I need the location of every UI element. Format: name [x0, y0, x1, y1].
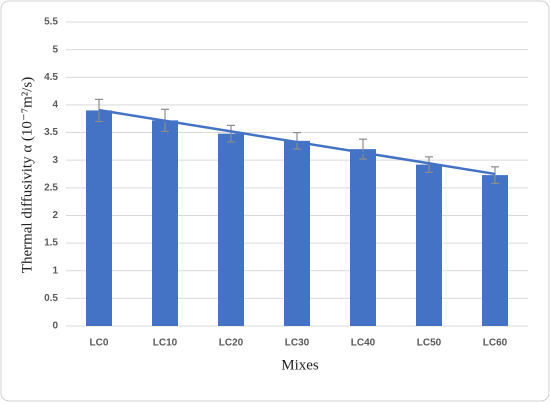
y-tick-label: 0.5	[44, 293, 58, 304]
bar	[86, 110, 112, 326]
x-tick-label: LC50	[417, 338, 442, 349]
bar	[350, 149, 376, 326]
error-bar	[425, 156, 433, 173]
y-tick-label: 2.5	[44, 182, 58, 193]
trend-line	[98, 108, 496, 176]
y-tick-label: 5.5	[44, 17, 58, 28]
x-axis-title: Mixes	[281, 357, 319, 373]
y-tick-label: 2	[52, 210, 58, 221]
x-tick-label: LC60	[483, 338, 508, 349]
error-bar	[227, 124, 235, 143]
bar	[284, 140, 310, 326]
x-tick-label: LC40	[351, 338, 376, 349]
y-tick-label: 3	[52, 155, 58, 166]
y-tick-label: 5	[52, 44, 58, 55]
x-tick-label: LC30	[285, 338, 310, 349]
y-axis-title: Thermal diffusivity α (10⁻⁷m²/s)	[19, 77, 35, 273]
error-bar	[359, 138, 367, 160]
bar	[218, 133, 244, 326]
y-tick-label: 1	[52, 265, 58, 276]
y-tick-label: 0	[52, 321, 58, 332]
x-tick-label: LC10	[153, 338, 178, 349]
x-tick-label: LC20	[219, 338, 244, 349]
x-tick-label: LC0	[90, 338, 109, 349]
y-tick-label: 4.5	[44, 72, 58, 83]
y-tick-label: 4	[52, 100, 58, 111]
bar	[152, 120, 178, 326]
y-tick-label: 1.5	[44, 238, 58, 249]
y-tick-label: 3.5	[44, 127, 58, 138]
bar	[482, 175, 508, 326]
error-bar	[491, 166, 499, 184]
bar	[416, 164, 442, 326]
